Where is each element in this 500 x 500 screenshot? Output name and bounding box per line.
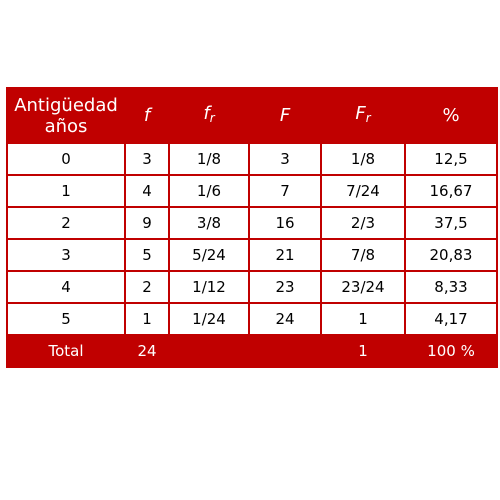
cell-f: 9 [124,206,170,240]
cell-F: 3 [248,142,322,176]
cell-percent: 12,5 [404,142,498,176]
cell-antiguedad: 4 [6,270,126,304]
cell-percent: 16,67 [404,174,498,208]
cell-f: 5 [124,238,170,272]
cell-antiguedad: 1 [6,174,126,208]
cell-antiguedad: 5 [6,302,126,336]
cell-fr: 1/8 [168,142,250,176]
table-row: 0 3 1/8 3 1/8 12,5 [6,142,498,176]
cell-Fr: 2/3 [320,206,406,240]
table-row: 3 5 5/24 21 7/8 20,83 [6,238,498,272]
total-f: 24 [124,334,170,368]
header-F: F [248,87,322,144]
cell-Fr: 7/24 [320,174,406,208]
table-row: 5 1 1/24 24 1 4,17 [6,302,498,336]
total-Fr: 1 [320,334,406,368]
cell-F: 23 [248,270,322,304]
total-fr [168,334,250,368]
total-row: Total 24 1 100 % [6,334,498,368]
total-label: Total [6,334,126,368]
cell-fr: 1/6 [168,174,250,208]
cell-F: 21 [248,238,322,272]
cell-F: 24 [248,302,322,336]
cell-antiguedad: 0 [6,142,126,176]
cell-fr: 5/24 [168,238,250,272]
cell-percent: 4,17 [404,302,498,336]
cell-Fr: 1 [320,302,406,336]
cell-f: 3 [124,142,170,176]
cell-f: 1 [124,302,170,336]
cell-F: 16 [248,206,322,240]
table-row: 2 9 3/8 16 2/3 37,5 [6,206,498,240]
cell-percent: 8,33 [404,270,498,304]
cell-Fr: 7/8 [320,238,406,272]
header-row: Antigüedad años f fr F Fr % [6,87,498,144]
cell-percent: 37,5 [404,206,498,240]
cell-fr: 1/12 [168,270,250,304]
header-percent: % [404,87,498,144]
cell-Fr: 23/24 [320,270,406,304]
cell-f: 2 [124,270,170,304]
header-antiguedad: Antigüedad años [6,87,126,144]
header-fr: fr [168,87,250,144]
total-percent: 100 % [404,334,498,368]
cell-percent: 20,83 [404,238,498,272]
header-f: f [124,87,170,144]
cell-antiguedad: 2 [6,206,126,240]
table-row: 4 2 1/12 23 23/24 8,33 [6,270,498,304]
cell-fr: 1/24 [168,302,250,336]
cell-F: 7 [248,174,322,208]
cell-antiguedad: 3 [6,238,126,272]
header-Fr: Fr [320,87,406,144]
table-row: 1 4 1/6 7 7/24 16,67 [6,174,498,208]
total-F [248,334,322,368]
cell-f: 4 [124,174,170,208]
frequency-table: Antigüedad años f fr F Fr % 0 3 1/8 3 1/… [6,87,498,368]
cell-Fr: 1/8 [320,142,406,176]
cell-fr: 3/8 [168,206,250,240]
